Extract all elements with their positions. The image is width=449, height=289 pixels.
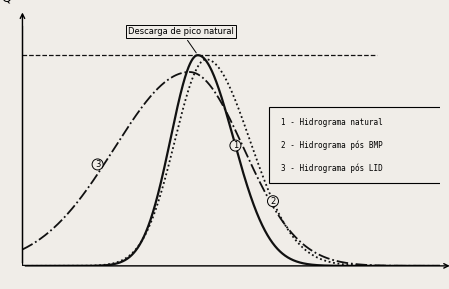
Text: 2: 2 bbox=[270, 197, 276, 206]
Text: Q: Q bbox=[1, 0, 11, 4]
Text: 3 - Hidrograma pós LID: 3 - Hidrograma pós LID bbox=[282, 163, 383, 173]
Text: Descarga de pico natural: Descarga de pico natural bbox=[128, 27, 234, 53]
Text: 2 - Hidrograma pós BMP: 2 - Hidrograma pós BMP bbox=[282, 140, 383, 150]
FancyBboxPatch shape bbox=[269, 108, 444, 183]
Text: 1: 1 bbox=[233, 141, 238, 150]
Text: 3: 3 bbox=[95, 160, 100, 169]
Text: 1 - Hidrograma natural: 1 - Hidrograma natural bbox=[282, 118, 383, 127]
